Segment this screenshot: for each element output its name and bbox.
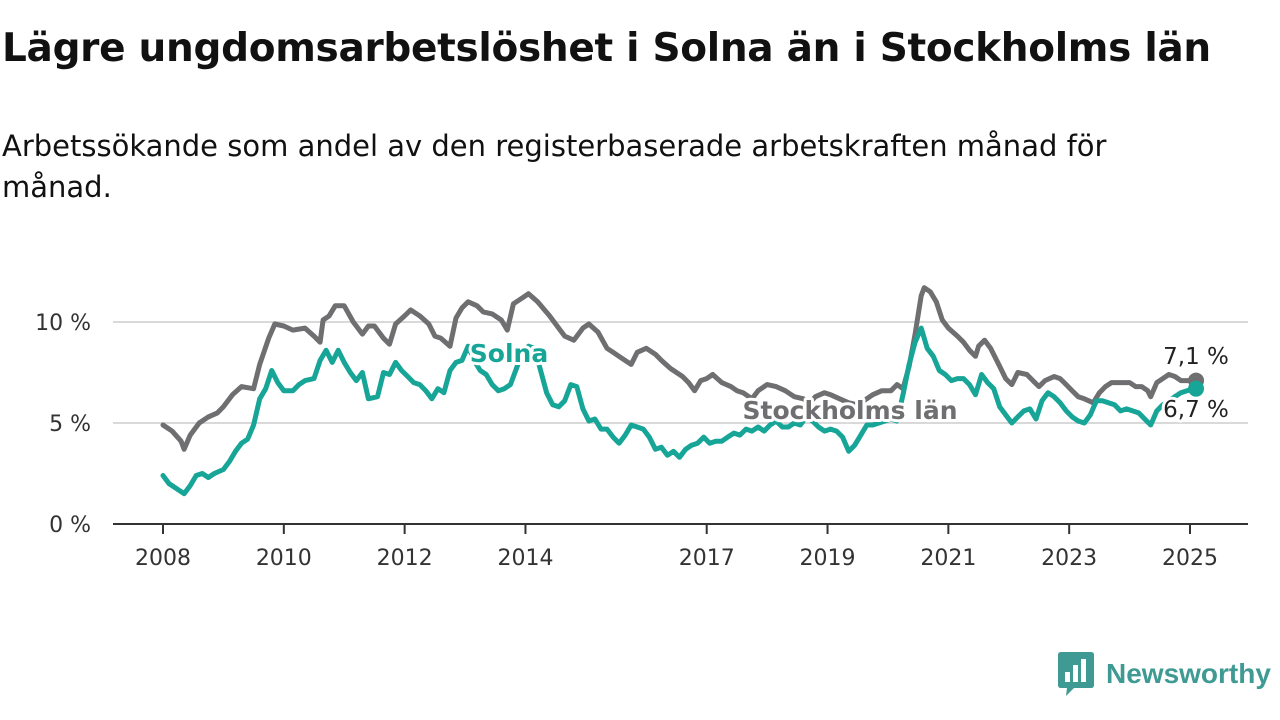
brand-name: Newsworthy — [1106, 658, 1271, 689]
series-labels: 7,1 % 6,7 % Solna Stockholms län — [467, 336, 1232, 428]
chart-title: Lägre ungdomsarbetslöshet i Solna än i S… — [2, 26, 1211, 71]
series-label-stockholms-lan: Stockholms län — [743, 396, 958, 425]
x-axis-tick-labels: 2008 2010 2012 2014 2017 2019 2021 2023 2025 — [135, 546, 1218, 571]
x-tick-label: 2019 — [800, 546, 856, 571]
series-line-solna — [160, 325, 1199, 497]
x-tick-label: 2010 — [256, 546, 312, 571]
series-line-stockholms-lan — [160, 285, 1199, 452]
x-tick-label: 2012 — [377, 546, 433, 571]
series-end-dot-solna — [1188, 380, 1205, 397]
chart-subtitle: Arbetssökande som andel av den registerb… — [2, 129, 1107, 204]
y-tick-label: 0 % — [49, 513, 91, 538]
x-tick-label: 2017 — [679, 546, 735, 571]
end-value-label-stockholms-lan: 7,1 % — [1163, 344, 1229, 370]
newsworthy-logo-icon — [1058, 652, 1094, 696]
y-axis-tick-labels: 0 % 5 % 10 % — [35, 311, 91, 538]
y-tick-label: 5 % — [49, 412, 91, 437]
x-tick-label: 2014 — [497, 546, 553, 571]
x-tick-label: 2021 — [920, 546, 976, 571]
x-tick-label: 2023 — [1041, 546, 1097, 571]
x-tick-label: 2008 — [135, 546, 191, 571]
y-tick-label: 10 % — [35, 311, 91, 336]
x-tick-label: 2025 — [1162, 546, 1218, 571]
x-axis — [113, 523, 1248, 534]
end-value-label-solna: 6,7 % — [1163, 397, 1229, 423]
series-lines — [160, 285, 1205, 497]
newsworthy-logo: Newsworthy — [1058, 652, 1271, 696]
series-label-solna: Solna — [470, 339, 548, 368]
grid-lines — [113, 321, 1248, 424]
